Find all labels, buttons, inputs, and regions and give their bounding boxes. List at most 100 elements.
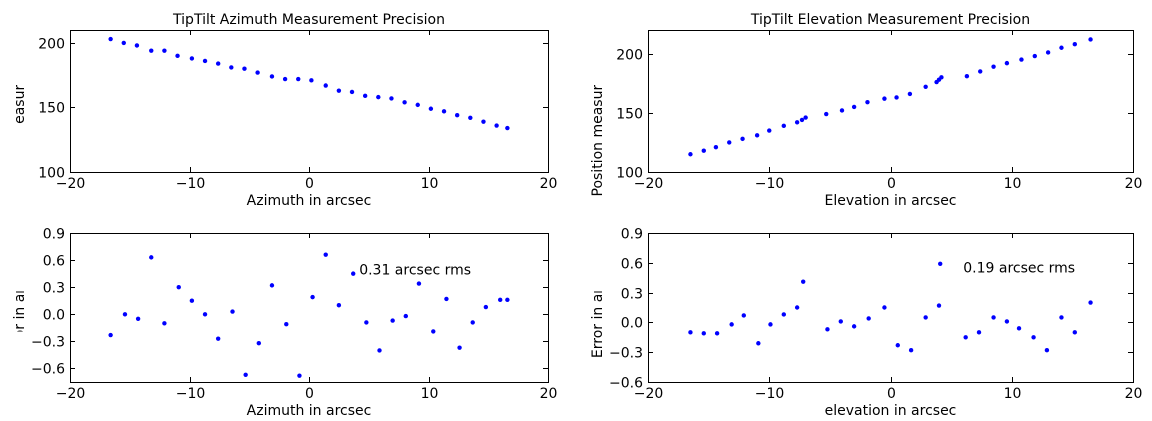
data-point: [444, 296, 449, 302]
x-axis-label: elevation in arcsec: [825, 403, 957, 419]
data-point: [851, 104, 857, 110]
data-point: [135, 316, 141, 321]
data-point: [894, 95, 899, 100]
plot-frame: [70, 30, 549, 173]
plot-frame: [648, 30, 1134, 173]
data-point: [256, 340, 262, 346]
data-point: [882, 96, 887, 101]
data-point: [351, 271, 356, 276]
data-point: [189, 298, 195, 303]
data-point: [309, 78, 314, 83]
data-point: [202, 312, 208, 317]
y-tick-label: 150: [38, 101, 65, 117]
data-point: [701, 148, 706, 153]
data-point: [269, 283, 275, 288]
data-point: [713, 144, 719, 150]
panel-elevation-position: −20 −10 0 10 20 100 150 200 TipTilt Elevation Me…: [590, 12, 1142, 209]
data-point: [468, 115, 473, 120]
data-point: [390, 318, 395, 323]
data-point: [1004, 319, 1010, 324]
data-point: [1088, 37, 1093, 42]
data-point: [162, 321, 167, 326]
data-point: [799, 117, 805, 123]
data-point: [923, 84, 928, 90]
panel-azimuth-error: −20 −10 0 10 20 −0.6 −0.3 0.0 0.3 0.6 0.9 Azimuth i…: [12, 227, 557, 420]
data-point: [851, 324, 857, 329]
data-point: [415, 102, 420, 108]
data-point: [803, 115, 808, 120]
data-point: [457, 345, 462, 350]
data-point: [269, 74, 275, 79]
data-point: [978, 69, 983, 74]
chart-title: TipTilt Elevation Measurement Precision: [750, 12, 1030, 28]
data-point: [727, 140, 732, 145]
y-tick-label: −0.6: [31, 362, 65, 378]
data-point: [323, 83, 328, 88]
data-point: [149, 255, 154, 260]
data-point: [963, 335, 968, 340]
data-point: [976, 330, 982, 335]
y-tick-label: 100: [38, 166, 65, 182]
data-point: [895, 343, 900, 348]
data-point: [964, 73, 970, 79]
plot-frame: [70, 233, 549, 383]
data-point: [176, 284, 181, 290]
data-point: [230, 309, 235, 314]
data-point: [1044, 348, 1050, 353]
data-point: [1031, 335, 1036, 340]
x-tick-label: 0: [305, 176, 314, 192]
y-tick-label: 0.0: [621, 316, 643, 332]
data-point: [688, 152, 693, 157]
x-tick-label: 10: [1004, 386, 1022, 402]
data-point: [882, 305, 887, 310]
data-point: [108, 36, 113, 42]
data-point: [714, 331, 720, 336]
data-point: [122, 312, 128, 317]
data-point: [938, 261, 943, 266]
data-point: [297, 373, 302, 378]
data-point: [865, 99, 870, 105]
data-point: [202, 58, 208, 64]
data-point: [255, 70, 260, 75]
rms-annotation: 0.31 arcsec rms: [359, 263, 471, 279]
data-point: [483, 304, 489, 310]
data-point: [991, 315, 996, 320]
data-point: [428, 106, 434, 111]
y-axis-label: Error in arcsec: [590, 257, 606, 358]
data-point: [1016, 326, 1022, 331]
data-point: [121, 40, 126, 46]
data-point: [838, 319, 843, 324]
data-point: [215, 336, 221, 341]
data-point: [741, 313, 746, 318]
data-point: [1072, 330, 1078, 335]
data-point: [229, 65, 234, 70]
y-tick-label: 200: [616, 48, 643, 64]
x-tick-label: 0: [887, 386, 896, 402]
x-tick-label: 0: [887, 176, 896, 192]
y-tick-label: 0.6: [43, 254, 65, 270]
data-point: [215, 61, 221, 66]
data-point: [242, 66, 247, 71]
data-point: [1004, 60, 1010, 66]
data-point: [389, 96, 394, 101]
data-point: [349, 89, 355, 95]
x-tick-label: −10: [176, 386, 206, 402]
data-point: [1088, 300, 1093, 305]
data-point: [282, 76, 288, 82]
x-tick-label: −20: [56, 386, 86, 402]
x-tick-label: 10: [421, 176, 439, 192]
x-axis-label: Azimuth in arcsec: [247, 193, 372, 209]
y-tick-label: 0.9: [43, 227, 65, 243]
data-point: [908, 348, 914, 353]
data-point: [454, 113, 460, 118]
data-point: [481, 119, 486, 124]
data-point: [1019, 57, 1024, 62]
data-point: [189, 56, 195, 61]
y-tick-label: 100: [616, 166, 643, 182]
rms-annotation: 0.19 arcsec rms: [963, 261, 1075, 277]
plot-frame: [648, 233, 1134, 383]
x-tick-label: 20: [540, 386, 558, 402]
data-point: [377, 348, 382, 353]
data-point: [991, 64, 996, 69]
